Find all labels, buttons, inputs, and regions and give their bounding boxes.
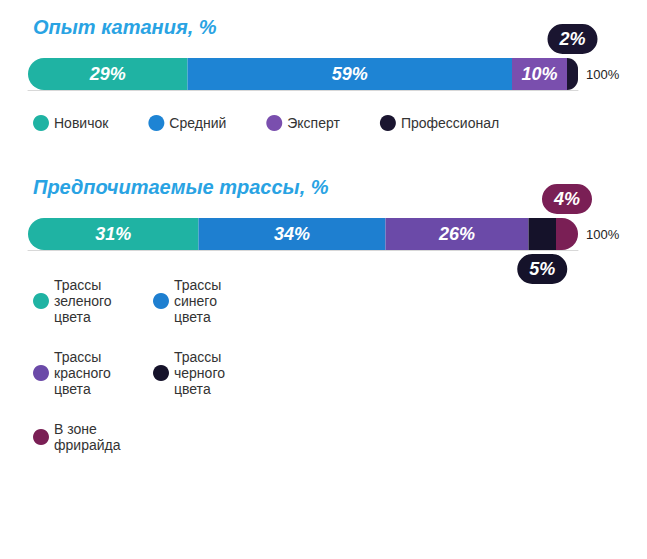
svg-text:26%: 26% bbox=[438, 224, 475, 244]
svg-text:31%: 31% bbox=[95, 224, 131, 244]
svg-text:зеленого: зеленого bbox=[54, 293, 112, 309]
svg-text:синего: синего bbox=[174, 293, 217, 309]
svg-text:10%: 10% bbox=[521, 64, 557, 84]
svg-text:Трассы: Трассы bbox=[54, 349, 101, 365]
svg-text:Профессионал: Профессионал bbox=[401, 115, 499, 131]
svg-text:Эксперт: Эксперт bbox=[287, 115, 340, 131]
svg-text:5%: 5% bbox=[529, 259, 555, 279]
svg-text:Трассы: Трассы bbox=[54, 277, 101, 293]
svg-text:Опыт катания, %: Опыт катания, % bbox=[33, 16, 217, 38]
svg-text:100%: 100% bbox=[586, 227, 620, 242]
svg-text:цвета: цвета bbox=[54, 381, 91, 397]
svg-text:красного: красного bbox=[54, 365, 111, 381]
svg-text:В зоне: В зоне bbox=[54, 421, 97, 437]
svg-text:Новичок: Новичок bbox=[54, 115, 109, 131]
svg-text:цвета: цвета bbox=[54, 309, 91, 325]
svg-text:Трассы: Трассы bbox=[174, 277, 221, 293]
svg-text:2%: 2% bbox=[558, 29, 585, 49]
svg-text:100%: 100% bbox=[586, 67, 620, 82]
svg-text:черного: черного bbox=[174, 365, 225, 381]
svg-text:Предпочитаемые трассы, %: Предпочитаемые трассы, % bbox=[33, 176, 329, 198]
svg-text:34%: 34% bbox=[274, 224, 310, 244]
svg-text:59%: 59% bbox=[332, 64, 368, 84]
svg-text:4%: 4% bbox=[553, 189, 580, 209]
svg-text:Трассы: Трассы bbox=[174, 349, 221, 365]
svg-text:цвета: цвета bbox=[174, 309, 211, 325]
svg-text:Средний: Средний bbox=[169, 115, 226, 131]
svg-text:фрирайда: фрирайда bbox=[54, 437, 121, 453]
svg-text:29%: 29% bbox=[89, 64, 126, 84]
svg-text:цвета: цвета bbox=[174, 381, 211, 397]
